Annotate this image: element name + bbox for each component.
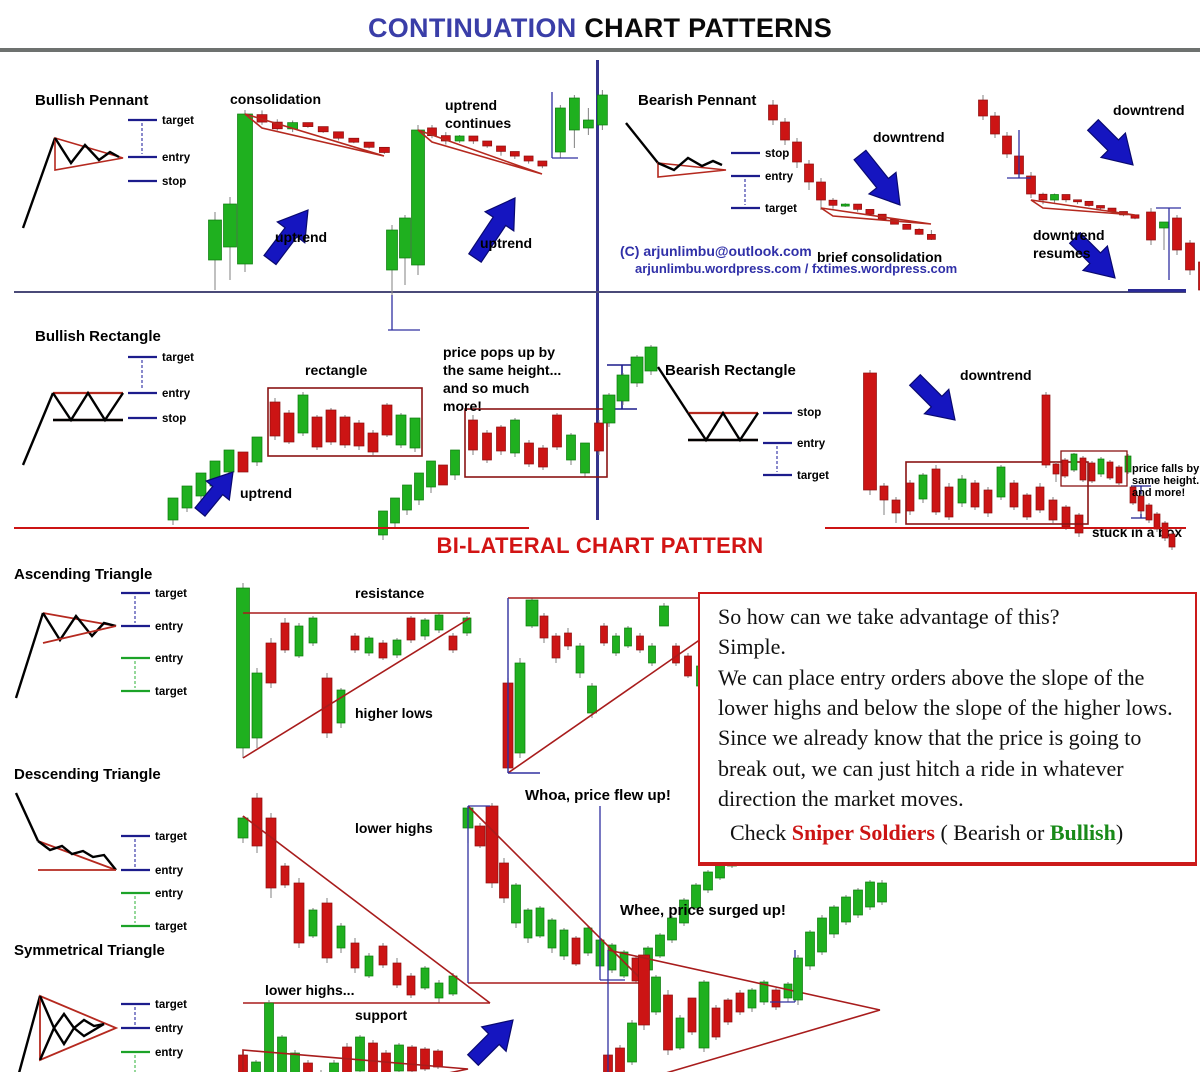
svg-text:rectangle: rectangle — [305, 362, 367, 378]
svg-text:and more!: and more! — [1132, 487, 1185, 499]
svg-text:entry: entry — [155, 888, 184, 900]
svg-text:continues: continues — [445, 115, 511, 131]
svg-text:uptrend: uptrend — [480, 235, 532, 251]
svg-text:Whee, price surged up!: Whee, price surged up! — [620, 902, 786, 919]
svg-text:price falls by the: price falls by the — [1132, 463, 1200, 475]
svg-text:entry: entry — [155, 1047, 184, 1059]
svg-text:target: target — [155, 686, 187, 698]
svg-text:target: target — [162, 115, 194, 127]
svg-text:more!: more! — [443, 398, 482, 414]
svg-text:stop: stop — [797, 407, 821, 419]
svg-text:consolidation: consolidation — [230, 91, 321, 107]
svg-text:entry: entry — [155, 621, 184, 633]
svg-text:higher lows: higher lows — [355, 705, 433, 721]
svg-text:lower highs...: lower highs... — [265, 982, 354, 998]
svg-text:same height...: same height... — [1132, 475, 1200, 487]
svg-text:and so much: and so much — [443, 380, 529, 396]
svg-text:uptrend: uptrend — [445, 97, 497, 113]
svg-text:lower highs: lower highs — [355, 820, 433, 836]
svg-text:uptrend: uptrend — [240, 485, 292, 501]
svg-text:target: target — [155, 588, 187, 600]
svg-text:entry: entry — [155, 653, 184, 665]
svg-text:resumes: resumes — [1033, 245, 1091, 261]
svg-text:entry: entry — [797, 438, 826, 450]
svg-text:entry: entry — [155, 865, 184, 877]
svg-text:downtrend: downtrend — [1113, 102, 1185, 118]
svg-text:entry: entry — [155, 1023, 184, 1035]
svg-text:target: target — [155, 921, 187, 933]
svg-text:downtrend: downtrend — [1033, 227, 1105, 243]
svg-text:target: target — [155, 999, 187, 1011]
svg-text:target: target — [797, 470, 829, 482]
svg-text:price pops up by: price pops up by — [443, 344, 555, 360]
svg-text:resistance: resistance — [355, 585, 424, 601]
svg-text:the same height...: the same height... — [443, 362, 561, 378]
svg-text:entry: entry — [162, 152, 191, 164]
svg-text:Whoa, price flew up!: Whoa, price flew up! — [525, 787, 671, 804]
svg-text:target: target — [155, 831, 187, 843]
svg-text:downtrend: downtrend — [960, 367, 1032, 383]
svg-text:uptrend: uptrend — [275, 229, 327, 245]
svg-text:downtrend: downtrend — [873, 129, 945, 145]
svg-text:stop: stop — [162, 176, 186, 188]
